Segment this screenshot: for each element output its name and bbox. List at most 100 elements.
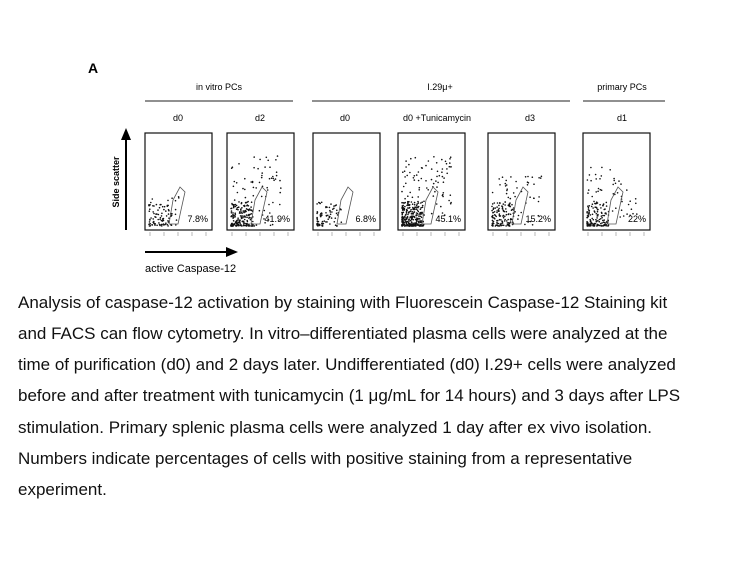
event-dot <box>533 183 535 185</box>
event-dot <box>432 195 435 197</box>
event-dot <box>409 171 411 174</box>
event-dot <box>416 223 419 225</box>
event-dot <box>275 159 277 161</box>
event-dot <box>239 222 241 225</box>
event-dot <box>252 186 255 189</box>
event-dot <box>417 200 419 203</box>
event-dot <box>596 225 598 227</box>
event-dot <box>419 215 422 218</box>
event-dot <box>411 210 414 213</box>
event-dot <box>626 189 628 191</box>
percent-label: 7.8% <box>187 214 208 224</box>
event-dot <box>235 204 238 207</box>
event-dot <box>415 174 418 176</box>
event-dot <box>507 196 510 199</box>
event-dot <box>174 213 177 216</box>
event-dot <box>430 178 433 181</box>
event-dot <box>618 180 620 182</box>
event-dot <box>148 223 150 226</box>
event-dot <box>236 206 239 209</box>
event-dot <box>408 163 410 166</box>
event-dot <box>412 177 415 179</box>
panel-label: d3 <box>525 113 535 123</box>
event-dot <box>250 181 252 183</box>
caption-line: Numbers indicate percentages of cells wi… <box>18 449 632 468</box>
event-dot <box>496 219 498 222</box>
event-dot <box>250 209 253 212</box>
event-dot <box>260 195 263 198</box>
event-dot <box>604 221 606 224</box>
event-dot <box>512 207 515 209</box>
event-dot <box>165 215 168 217</box>
event-dot <box>274 178 277 180</box>
event-dot <box>587 189 590 191</box>
event-dot <box>613 177 615 180</box>
event-dot <box>150 217 152 219</box>
event-dot <box>599 178 601 180</box>
event-dot <box>504 185 507 187</box>
event-dot <box>508 205 510 207</box>
event-dot <box>238 163 240 165</box>
event-dot <box>244 196 247 199</box>
event-dot <box>232 220 235 222</box>
event-dot <box>603 219 605 221</box>
event-dot <box>500 219 502 221</box>
event-dot <box>448 165 451 168</box>
event-dot <box>235 208 238 210</box>
event-dot <box>435 162 438 164</box>
event-dot <box>161 220 164 222</box>
event-dot <box>335 212 338 215</box>
event-dot <box>175 224 177 226</box>
event-dot <box>340 221 343 223</box>
event-dot <box>600 207 602 209</box>
event-dot <box>319 202 322 205</box>
event-dot <box>494 207 497 209</box>
event-dot <box>595 178 597 180</box>
event-dot <box>418 222 420 224</box>
event-dot <box>413 201 416 204</box>
event-dot <box>415 222 418 225</box>
caption-line: time of purification (d0) and 2 days lat… <box>18 355 676 374</box>
event-dot <box>326 206 328 208</box>
event-dot <box>594 222 597 225</box>
event-dot <box>242 224 245 227</box>
event-dot <box>250 213 253 215</box>
event-dot <box>505 208 507 210</box>
event-dot <box>416 209 419 212</box>
event-dot <box>496 206 498 208</box>
event-dot <box>167 225 169 227</box>
event-dot <box>418 189 421 191</box>
event-dot <box>263 218 265 220</box>
event-dot <box>260 176 263 179</box>
event-dot <box>596 217 598 219</box>
event-dot <box>241 211 243 214</box>
event-dot <box>511 203 513 206</box>
event-dot <box>319 215 322 217</box>
event-dot <box>158 222 160 224</box>
event-dot <box>505 179 508 182</box>
event-dot <box>426 187 428 189</box>
event-dot <box>626 213 628 215</box>
event-dot <box>417 202 420 204</box>
event-dot <box>412 218 415 221</box>
event-dot <box>589 223 592 226</box>
event-dot <box>537 200 540 203</box>
event-dot <box>273 179 275 182</box>
event-dot <box>317 220 320 223</box>
event-dot <box>491 215 494 217</box>
event-dot <box>420 206 423 209</box>
event-dot <box>502 216 505 219</box>
event-dot <box>597 190 599 193</box>
event-dot <box>434 190 436 193</box>
event-dot <box>417 220 420 223</box>
event-dot <box>232 215 234 217</box>
event-dot <box>421 167 424 169</box>
event-dot <box>413 222 415 224</box>
event-dot <box>236 191 239 194</box>
event-dot <box>449 156 452 158</box>
event-dot <box>239 224 242 227</box>
event-dot <box>234 215 236 217</box>
event-dot <box>232 203 235 206</box>
y-axis-label: Side scatter <box>111 156 121 208</box>
event-dot <box>152 205 154 207</box>
